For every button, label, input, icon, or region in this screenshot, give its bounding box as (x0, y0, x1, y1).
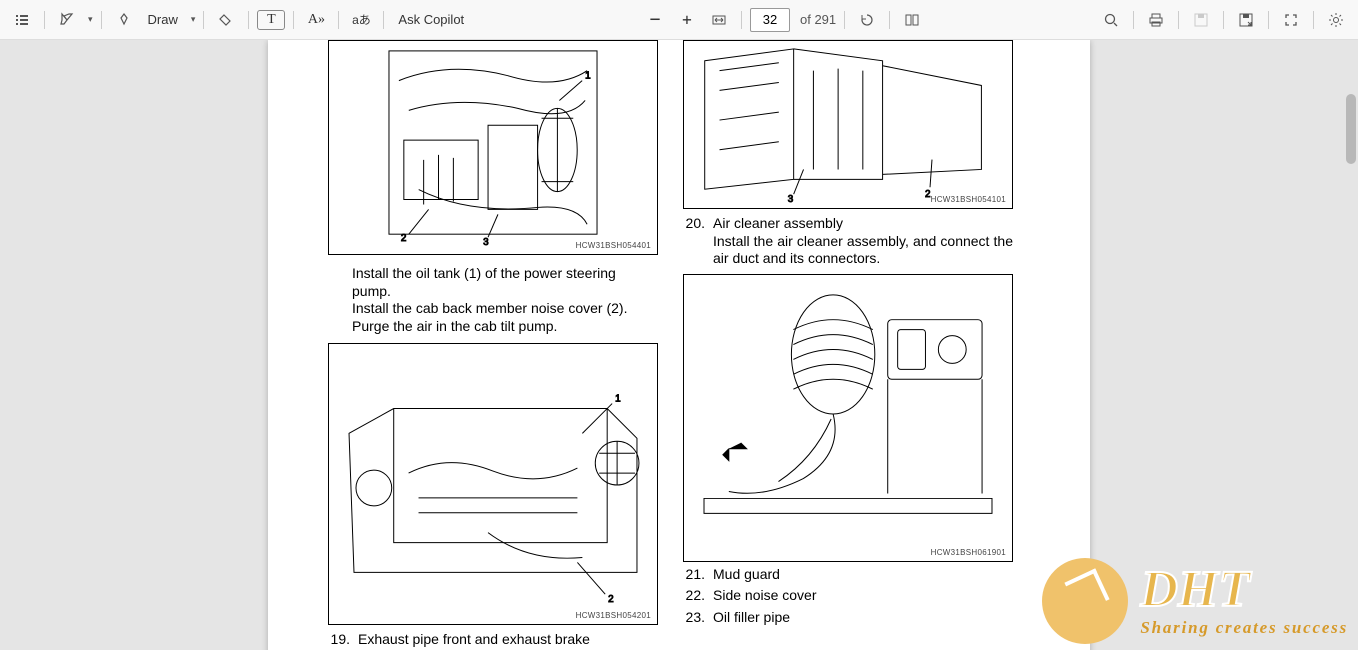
scroll-thumb[interactable] (1346, 94, 1356, 164)
draw-pen-icon[interactable] (110, 6, 138, 34)
text-tool-icon[interactable]: T (257, 10, 285, 30)
watermark-tagline: Sharing creates success (1140, 618, 1348, 638)
separator (1268, 11, 1269, 29)
separator (338, 11, 339, 29)
svg-text:2: 2 (401, 233, 407, 244)
fit-width-icon[interactable] (705, 6, 733, 34)
step-number: 21. (683, 566, 705, 584)
figure-id: HCW31BSH054101 (931, 195, 1006, 204)
separator (1223, 11, 1224, 29)
erase-icon[interactable] (212, 6, 240, 34)
step-22: 22. Side noise cover (683, 587, 1013, 605)
figure-id: HCW31BSH054401 (576, 241, 651, 250)
step-number: 20. (683, 215, 705, 268)
text-line: Install the oil tank (1) of the power st… (352, 265, 658, 300)
left-column: 2 3 1 HCW31BSH054401 Install the oil tan… (328, 40, 658, 650)
svg-text:1: 1 (585, 71, 591, 82)
separator (248, 11, 249, 29)
engine-diagram-1: 2 3 1 (329, 41, 657, 254)
chevron-down-icon[interactable]: ▾ (188, 14, 196, 25)
chevron-down-icon[interactable]: ▾ (85, 14, 93, 25)
step-number: 22. (683, 587, 705, 605)
zoom-in-icon[interactable]: + (673, 6, 701, 34)
step-20: 20. Air cleaner assembly Install the air… (683, 215, 1013, 268)
separator (383, 11, 384, 29)
separator (1178, 11, 1179, 29)
svg-text:2: 2 (608, 594, 614, 605)
separator (1313, 11, 1314, 29)
separator (741, 11, 742, 29)
step-title: Mud guard (713, 566, 780, 584)
vertical-scrollbar[interactable] (1346, 46, 1356, 642)
ask-copilot-button[interactable]: Ask Copilot (392, 12, 470, 27)
separator (844, 11, 845, 29)
separator (293, 11, 294, 29)
figure-2: 1 2 HCW31BSH054201 (328, 343, 658, 625)
read-aloud-icon[interactable]: A» (302, 6, 330, 34)
read-aloud-label: A» (308, 12, 325, 28)
page-view-icon[interactable] (898, 6, 926, 34)
fullscreen-icon[interactable] (1277, 6, 1305, 34)
engine-diagram-3: 3 2 (684, 41, 1012, 208)
save-icon[interactable] (1187, 6, 1215, 34)
separator (203, 11, 204, 29)
step-body: Install the air cleaner assembly, and co… (713, 233, 1013, 268)
separator (44, 11, 45, 29)
step-title: Oil filler pipe (713, 609, 790, 627)
svg-text:3: 3 (788, 194, 794, 205)
step-19: 19. Exhaust pipe front and exhaust brake… (328, 631, 658, 650)
right-column: 3 2 HCW31BSH054101 20. Air cleaner assem… (683, 40, 1013, 626)
search-icon[interactable] (1097, 6, 1125, 34)
figure-1: 2 3 1 HCW31BSH054401 (328, 40, 658, 255)
highlighter-icon[interactable] (53, 6, 81, 34)
pdf-viewport: 2 3 1 HCW31BSH054401 Install the oil tan… (0, 40, 1358, 650)
svg-text:1: 1 (615, 394, 621, 405)
draw-label[interactable]: Draw (142, 12, 184, 27)
settings-icon[interactable] (1322, 6, 1350, 34)
figure-id: HCW31BSH054201 (576, 611, 651, 620)
svg-text:3: 3 (483, 237, 489, 248)
text-line: Purge the air in the cab tilt pump. (352, 318, 658, 336)
separator (889, 11, 890, 29)
text-line: Install the cab back member noise cover … (352, 300, 658, 318)
step-number: 23. (683, 609, 705, 627)
pdf-toolbar: ▾ Draw ▾ T A» aあ Ask Copilot − + of 291 (0, 0, 1358, 40)
pdf-page: 2 3 1 HCW31BSH054401 Install the oil tan… (268, 40, 1090, 650)
separator (1133, 11, 1134, 29)
step-title: Side noise cover (713, 587, 817, 605)
step-title: Exhaust pipe front and exhaust brake (358, 631, 590, 647)
rotate-icon[interactable] (853, 6, 881, 34)
step-number: 19. (328, 631, 350, 650)
text-tool-label: T (267, 12, 276, 28)
step-21: 21. Mud guard (683, 566, 1013, 584)
zoom-out-icon[interactable]: − (641, 6, 669, 34)
page-number-input[interactable] (750, 8, 790, 32)
print-icon[interactable] (1142, 6, 1170, 34)
figure-4: HCW31BSH061901 (683, 274, 1013, 562)
paragraph: Install the oil tank (1) of the power st… (352, 265, 658, 335)
translate-label: aあ (352, 11, 371, 28)
figure-3: 3 2 HCW31BSH054101 (683, 40, 1013, 209)
step-title: Air cleaner assembly (713, 215, 843, 231)
separator (101, 11, 102, 29)
figure-id: HCW31BSH061901 (931, 548, 1006, 557)
save-as-icon[interactable] (1232, 6, 1260, 34)
translate-icon[interactable]: aあ (347, 6, 375, 34)
engine-diagram-2: 1 2 (329, 344, 657, 624)
watermark-main: DHT (1140, 564, 1250, 616)
engine-diagram-4 (684, 275, 1012, 561)
contents-icon[interactable] (8, 6, 36, 34)
page-total-label: of 291 (794, 12, 836, 27)
step-23: 23. Oil filler pipe (683, 609, 1013, 627)
